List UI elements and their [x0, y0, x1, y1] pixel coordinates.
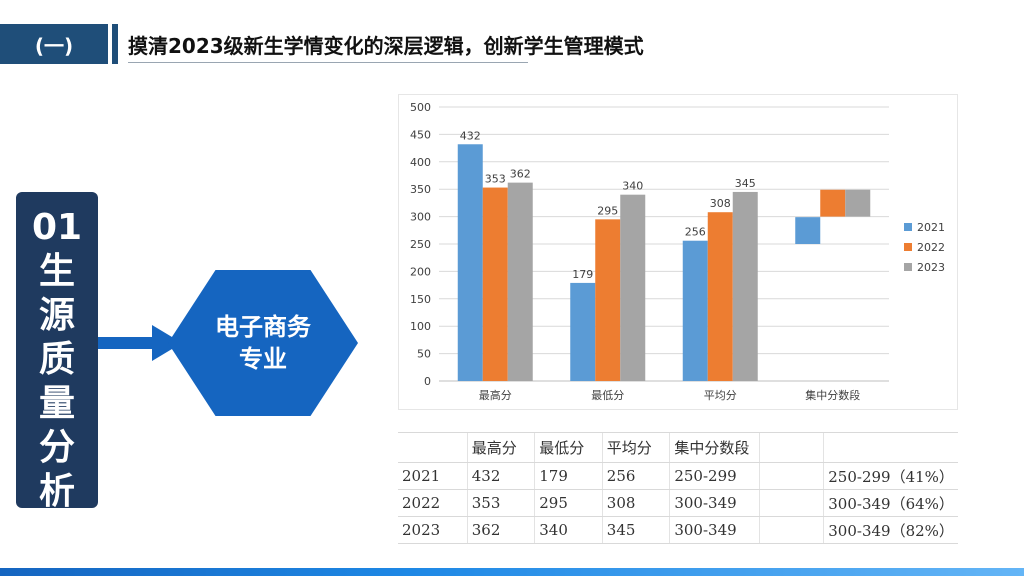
table-cell: 300-349（82%） [823, 516, 958, 544]
legend-label: 2021 [917, 221, 945, 234]
y-tick-label: 250 [410, 238, 431, 251]
table-cell: 300-349 [669, 516, 760, 544]
legend-label: 2022 [917, 241, 945, 254]
major-name: 电子商务 [215, 313, 311, 341]
y-tick-label: 300 [410, 211, 431, 224]
data-label: 340 [622, 180, 643, 193]
bar [595, 219, 621, 381]
table-cell: 250-299 [669, 462, 760, 490]
y-tick-label: 200 [410, 265, 431, 278]
table-header-cell: 最低分 [534, 432, 603, 463]
table-cell [759, 489, 824, 517]
score-bar-chart: 0 50 100 150 200 250 300 350 400 450 500 432 353 362 最… [398, 94, 958, 410]
data-label: 345 [735, 177, 756, 190]
table-cell: 340 [534, 516, 603, 544]
major-suffix: 专业 [239, 345, 287, 373]
table-cell [759, 462, 824, 490]
x-tick-label: 集中分数段 [805, 388, 860, 402]
y-tick-label: 150 [410, 293, 431, 306]
table-header-cell: 平均分 [601, 432, 670, 463]
table-cell: 308 [601, 489, 670, 517]
section-char: 量 [38, 383, 75, 424]
legend-label: 2023 [917, 261, 945, 274]
data-label: 353 [485, 173, 506, 186]
table-cell: 300-349 [669, 489, 760, 517]
bar [732, 191, 758, 381]
title-underline [128, 62, 528, 63]
score-table: 最高分 最低分 平均分 集中分数段 2021 432 179 256 250-299 250-29… [398, 432, 958, 544]
section-char: 分 [38, 427, 75, 468]
table-header-cell [823, 432, 958, 463]
y-tick-label: 400 [410, 156, 431, 169]
legend-swatch [904, 243, 912, 251]
table-cell: 295 [534, 489, 603, 517]
bar [507, 182, 533, 381]
table-header-cell: 集中分数段 [669, 432, 760, 463]
x-tick-label: 最低分 [591, 389, 624, 402]
table-cell: 345 [601, 516, 670, 544]
section-char: 生 [38, 251, 75, 292]
data-label: 179 [572, 268, 593, 281]
data-label: 432 [460, 129, 481, 142]
section-char: 析 [38, 471, 75, 512]
table-row: 2023 362 340 345 300-349 300-349（82%） [398, 516, 958, 544]
arrow-right-icon [98, 325, 182, 361]
legend-swatch [904, 263, 912, 271]
range-bar [845, 189, 871, 217]
y-tick-label: 350 [410, 183, 431, 196]
range-bar [795, 217, 821, 244]
data-label: 256 [685, 226, 706, 239]
data-label: 295 [597, 204, 618, 217]
bar [682, 240, 708, 381]
y-tick-label: 50 [417, 348, 431, 361]
table-cell: 432 [466, 462, 535, 490]
section-label-panel: 01 生 源 质 量 分 析 [16, 192, 98, 512]
y-tick-label: 100 [410, 320, 431, 333]
footer-strip [0, 568, 1024, 576]
y-tick-label: 500 [410, 101, 431, 114]
bar [620, 194, 646, 381]
section-tag: (一) [0, 24, 108, 64]
table-header-cell [398, 432, 468, 463]
section-char: 源 [38, 295, 75, 336]
table-row: 2022 353 295 308 300-349 300-349（64%） [398, 489, 958, 517]
major-hexagon: 电子商务 专业 [168, 270, 358, 416]
bar [457, 144, 483, 381]
legend-swatch [904, 223, 912, 231]
table-cell: 2021 [398, 462, 468, 490]
table-cell: 179 [534, 462, 603, 490]
chart-canvas: 0 50 100 150 200 250 300 350 400 450 500 432 353 362 最… [410, 101, 945, 402]
table-cell: 2023 [398, 516, 468, 544]
table-cell: 250-299（41%） [823, 462, 958, 490]
bar [570, 282, 596, 381]
x-tick-label: 最高分 [479, 388, 512, 402]
section-char: 质 [38, 339, 75, 380]
header-divider [112, 24, 118, 64]
table-cell: 362 [466, 516, 535, 544]
table-cell: 256 [601, 462, 670, 490]
table-cell: 2022 [398, 489, 468, 517]
y-tick-label: 450 [410, 128, 431, 141]
table-header-row: 最高分 最低分 平均分 集中分数段 [398, 432, 958, 463]
range-bar [820, 189, 846, 217]
data-label: 362 [510, 168, 531, 181]
y-tick-label: 0 [424, 375, 431, 388]
x-tick-label: 平均分 [704, 389, 737, 402]
bar [482, 187, 508, 381]
table-cell: 300-349（64%） [823, 489, 958, 517]
bar [707, 212, 733, 381]
data-label: 308 [710, 197, 731, 210]
table-header-cell [759, 432, 824, 463]
table-row: 2021 432 179 256 250-299 250-299（41%） [398, 462, 958, 490]
section-number: 01 [31, 207, 83, 248]
table-cell [759, 516, 824, 544]
table-header-cell: 最高分 [466, 432, 535, 463]
page-title: 摸清2023级新生学情变化的深层逻辑，创新学生管理模式 [128, 34, 644, 58]
table-cell: 353 [466, 489, 535, 517]
